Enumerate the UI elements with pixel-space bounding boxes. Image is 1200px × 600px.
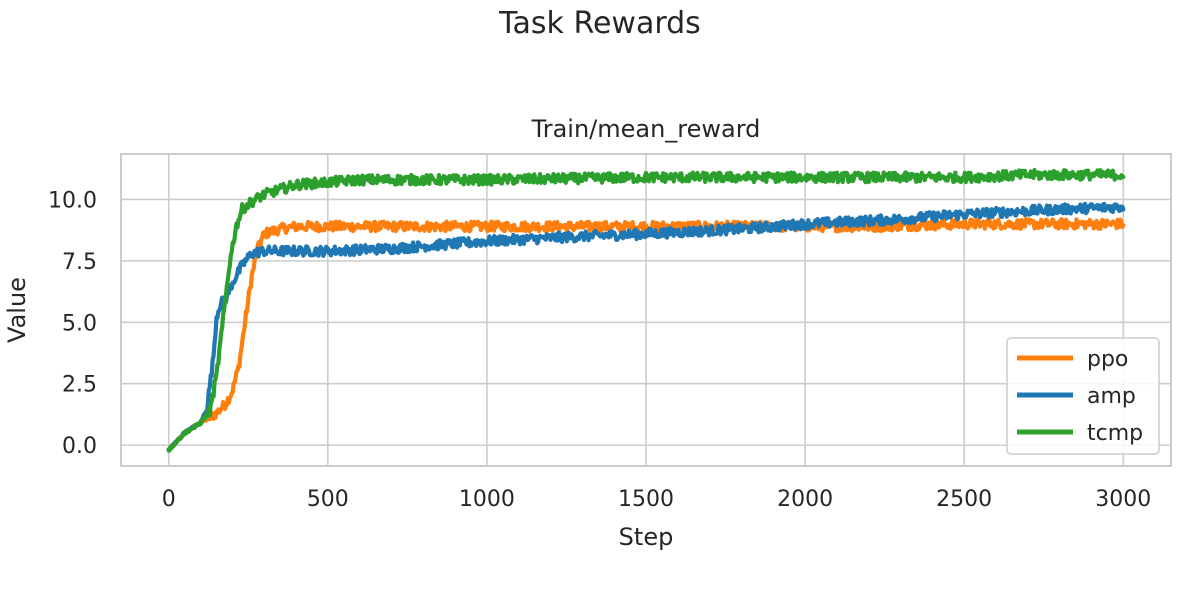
series-line-tcmp [166,167,1126,453]
series-line-ppo [166,217,1126,452]
x-tick-label: 3000 [1095,487,1151,512]
figure-title: Task Rewards [499,6,701,41]
y-tick-label: 2.5 [62,373,97,398]
y-tick-label: 7.5 [62,250,97,275]
grid [121,154,1171,466]
y-axis-label: Value [3,277,31,343]
x-tick-label: 0 [162,487,176,512]
y-tick-label: 0.0 [62,434,97,459]
x-tick-label: 1000 [459,487,515,512]
legend-box [1006,337,1160,455]
x-tick-label: 2000 [777,487,833,512]
x-tick-label: 2500 [936,487,992,512]
legend: ppo amp tcmp [1006,337,1160,455]
series-layer [166,167,1126,453]
series-line-amp [166,201,1126,452]
legend-label-tcmp: tcmp [1087,421,1143,446]
x-axis-label: Step [619,523,674,551]
legend-label-amp: amp [1087,384,1136,409]
y-tick-label: 5.0 [62,311,97,336]
y-tick-label: 10.0 [48,188,97,213]
plot-title: Train/mean_reward [531,115,761,143]
x-tick-label: 500 [307,487,349,512]
plot-frame [120,153,1172,467]
legend-label-ppo: ppo [1087,347,1128,372]
tick-labels: 0 500 1000 1500 2000 2500 3000 0.0 2.5 5.0 7.5 10.0 [48,188,1151,512]
x-tick-label: 1500 [618,487,674,512]
